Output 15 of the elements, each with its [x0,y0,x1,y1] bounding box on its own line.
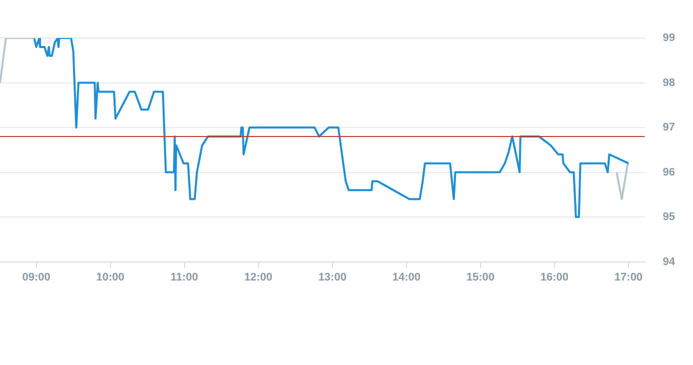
x-tick-label: 12:00 [244,271,272,284]
x-tick-label: 11:00 [170,271,198,284]
x-tick-label: 13:00 [318,271,346,284]
x-tick-label: 16:00 [540,271,569,284]
y-tick-label: 99 [662,32,676,44]
y-tick-label: 98 [662,76,676,89]
x-tick-label: 10:00 [96,271,124,284]
y-tick-label: 95 [662,211,676,224]
y-tick-label: 96 [662,166,676,178]
x-tick-label: 15:00 [466,271,494,284]
y-tick-label: 94 [662,256,676,268]
x-tick-label: 14:00 [392,271,420,284]
x-tick-label: 17:00 [614,271,643,284]
y-tick-label: 97 [662,122,676,134]
x-tick-label: 09:00 [22,271,50,284]
